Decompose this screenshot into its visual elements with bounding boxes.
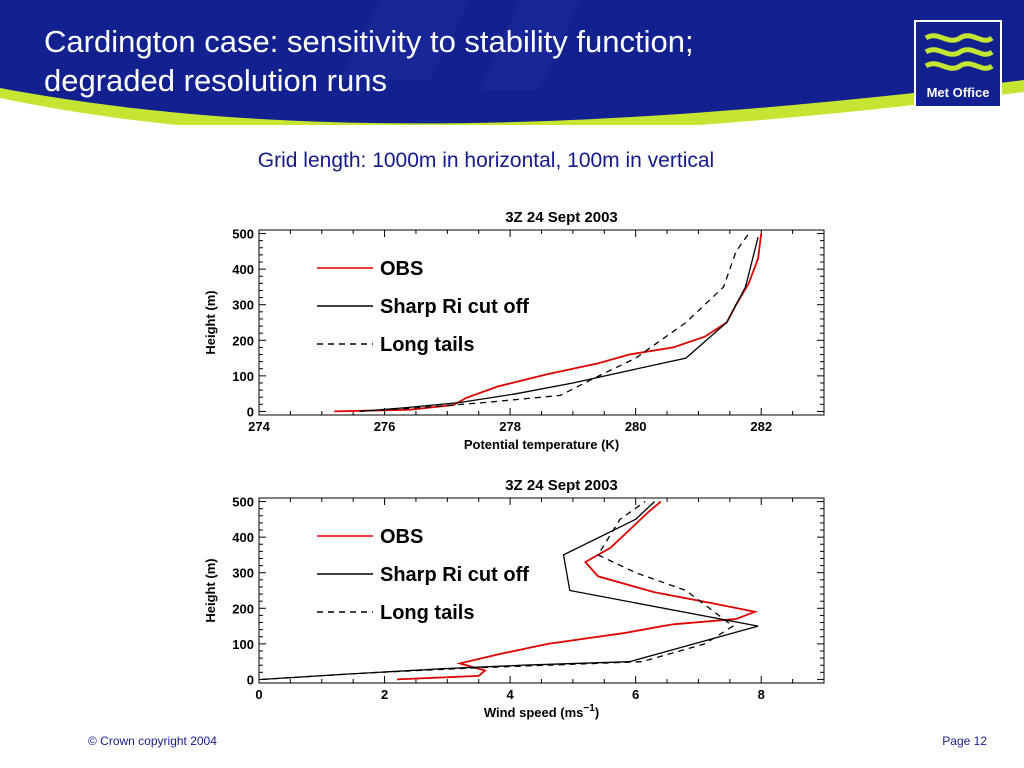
x-tick-label: 4 xyxy=(506,687,514,702)
x-tick-label: 276 xyxy=(374,419,396,434)
slide-header: Cardington case: sensitivity to stabilit… xyxy=(0,0,1024,125)
x-axis-label-main: Wind speed (ms xyxy=(484,705,584,720)
legend-label: Sharp Ri cut off xyxy=(380,296,529,318)
plot-frame xyxy=(258,497,825,684)
x-axis-label: Wind speed (ms−1) xyxy=(484,703,599,720)
y-axis-label: Height (m) xyxy=(203,558,218,622)
legend-label: Long tails xyxy=(380,334,474,356)
legend-label: Long tails xyxy=(380,602,474,624)
x-axis-label-end: ) xyxy=(595,705,599,720)
chart-title: 3Z 24 Sept 2003 xyxy=(505,477,618,494)
y-tick-label: 200 xyxy=(232,333,254,348)
series-line-long-tails xyxy=(359,233,750,413)
series-line-sharp-ri-cut-off xyxy=(359,236,759,413)
x-axis-label-main: Potential temperature (K) xyxy=(464,437,619,452)
y-tick-label: 500 xyxy=(232,227,254,242)
waves-icon xyxy=(924,33,994,71)
legend-label: Sharp Ri cut off xyxy=(380,564,529,586)
x-tick-label: 6 xyxy=(632,687,639,702)
plot-frame xyxy=(258,229,825,416)
legend-label: OBS xyxy=(380,526,423,548)
wind-speed-chart: 3Z 24 Sept 2003 0 2 4 6 8 0 100 200 300 400 500 Wind… xyxy=(203,477,825,720)
x-tick-label: 8 xyxy=(758,687,765,702)
y-tick-label: 400 xyxy=(232,262,254,277)
slide-title: Cardington case: sensitivity to stabilit… xyxy=(44,22,864,100)
slide-subtitle: Grid length: 1000m in horizontal, 100m i… xyxy=(257,149,715,172)
x-tick-label: 2 xyxy=(381,687,388,702)
y-tick-label: 100 xyxy=(232,369,254,384)
x-tick-label: 280 xyxy=(625,419,647,434)
header-background xyxy=(0,0,1024,125)
footer-copyright: © Crown copyright 2004 xyxy=(88,734,217,748)
met-office-logo: Met Office xyxy=(914,20,1002,108)
series-line-obs xyxy=(397,500,759,681)
y-tick-label: 400 xyxy=(232,530,254,545)
y-tick-label: 200 xyxy=(232,601,254,616)
y-tick-label: 0 xyxy=(247,672,254,687)
x-tick-label: 0 xyxy=(255,687,262,702)
slide-title-line-2: degraded resolution runs xyxy=(44,63,387,98)
y-tick-label: 100 xyxy=(232,637,254,652)
slide-title-line-1: Cardington case: sensitivity to stabilit… xyxy=(44,24,694,59)
x-tick-label: 278 xyxy=(499,419,521,434)
series-line-long-tails xyxy=(262,501,735,681)
y-tick-label: 300 xyxy=(232,298,254,313)
x-axis-label: Potential temperature (K) xyxy=(464,437,619,452)
logo-text: Met Office xyxy=(926,85,990,100)
y-tick-label: 500 xyxy=(232,495,254,510)
y-tick-label: 300 xyxy=(232,566,254,581)
legend-label: OBS xyxy=(380,258,423,280)
x-tick-label: 282 xyxy=(750,419,772,434)
footer-page-number: Page 12 xyxy=(942,734,987,748)
y-tick-label: 0 xyxy=(247,404,254,419)
x-tick-label: 274 xyxy=(248,419,270,434)
x-axis-label-superscript: −1 xyxy=(583,703,595,714)
chart-title: 3Z 24 Sept 2003 xyxy=(505,209,618,226)
potential-temperature-chart: 3Z 24 Sept 2003 274 276 278 280 282 0 100 200 300… xyxy=(203,209,825,452)
y-axis-label: Height (m) xyxy=(203,290,218,354)
